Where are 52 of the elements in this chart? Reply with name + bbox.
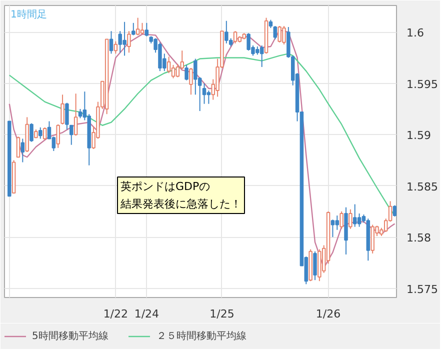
y-tick-label: 1.59 [406, 129, 431, 142]
x-tick-label: 1/25 [210, 308, 234, 320]
candlestick [65, 102, 69, 130]
candlestick [70, 124, 74, 146]
x-tick-label: 1/22 [103, 308, 128, 320]
y-tick-label: 1.595 [406, 78, 438, 91]
candlestick [16, 136, 20, 158]
candlestick [233, 30, 238, 44]
legend-label: ２５時間移動平均線 [156, 330, 246, 343]
candlestick [60, 94, 64, 125]
candlestick [392, 204, 396, 218]
candlestick [56, 124, 60, 148]
candlestick [30, 122, 34, 142]
candlestick [330, 219, 335, 238]
x-tick-label: 1/24 [134, 308, 160, 320]
candlestick [38, 126, 42, 140]
chart-title: 1時間足 [10, 8, 47, 20]
candlestick [166, 56, 171, 74]
candlestick [74, 93, 78, 136]
candlestick [127, 30, 131, 54]
candlestick [176, 63, 180, 78]
y-tick-label: 1.58 [406, 232, 431, 245]
candlestick [313, 250, 317, 281]
candlestick [340, 210, 344, 230]
candlestick [114, 40, 118, 54]
y-tick-label: 1.575 [406, 282, 438, 296]
candlestick [348, 208, 352, 230]
y-tick-label: 1.6 [406, 26, 424, 40]
candlestick [352, 204, 357, 228]
annotation: 英ポンドはGDPの結果発表後に急落した！ [120, 180, 242, 210]
candlestick [194, 58, 198, 96]
candlestick [189, 68, 193, 96]
candlestick [202, 82, 206, 104]
candlestick [224, 20, 228, 44]
candlestick [260, 44, 264, 68]
x-tick-label: 1/26 [316, 308, 341, 320]
candlestick [144, 22, 149, 37]
candlestick [136, 17, 140, 36]
candlestick [206, 90, 211, 104]
candlestick [273, 25, 278, 40]
candlestick [42, 126, 47, 140]
candlestick [357, 212, 362, 228]
candlestick [171, 64, 176, 79]
legend-label: 5時間移動平均線 [32, 330, 108, 343]
candlestick [335, 215, 340, 230]
candlestick [140, 22, 144, 35]
candlestick [184, 64, 188, 81]
y-tick-label: 1.585 [406, 180, 438, 194]
candlestick [20, 138, 25, 163]
candlestick [78, 108, 82, 119]
candlestick [132, 22, 136, 36]
candlestick [109, 30, 114, 54]
